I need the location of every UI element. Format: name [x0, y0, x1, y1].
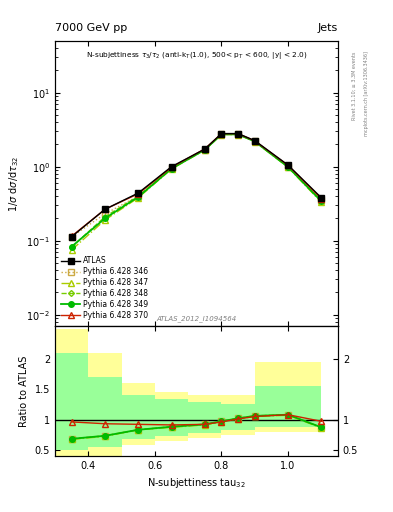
Y-axis label: Ratio to ATLAS: Ratio to ATLAS — [19, 355, 29, 426]
Text: mcplots.cern.ch [arXiv:1306.3436]: mcplots.cern.ch [arXiv:1306.3436] — [364, 51, 369, 136]
Text: ATLAS_2012_I1094564: ATLAS_2012_I1094564 — [156, 315, 237, 322]
Text: Rivet 3.1.10; ≥ 3.3M events: Rivet 3.1.10; ≥ 3.3M events — [352, 51, 357, 120]
Text: N-subjettiness $\tau_3/\tau_2$ (anti-k$_T$(1.0), 500< p$_T$ < 600, |y| < 2.0): N-subjettiness $\tau_3/\tau_2$ (anti-k$_… — [86, 50, 307, 60]
Y-axis label: 1/$\sigma$ d$\sigma$/d$\tau_{32}$: 1/$\sigma$ d$\sigma$/d$\tau_{32}$ — [7, 155, 21, 211]
Text: Jets: Jets — [318, 23, 338, 33]
Legend: ATLAS, Pythia 6.428 346, Pythia 6.428 347, Pythia 6.428 348, Pythia 6.428 349, P: ATLAS, Pythia 6.428 346, Pythia 6.428 34… — [59, 254, 151, 322]
X-axis label: N-subjettiness tau$_{32}$: N-subjettiness tau$_{32}$ — [147, 476, 246, 490]
Text: 7000 GeV pp: 7000 GeV pp — [55, 23, 127, 33]
